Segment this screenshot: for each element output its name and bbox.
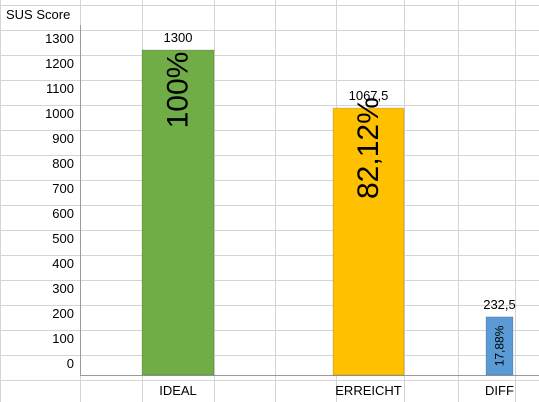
bar-erreicht <box>332 107 405 376</box>
y-tick-label: 100 <box>52 331 74 346</box>
y-tick-label: 1100 <box>46 81 74 96</box>
bar-ideal <box>141 49 215 376</box>
bar-value-label: 1067,5 <box>349 88 389 103</box>
y-tick-label: 1000 <box>45 106 74 121</box>
y-tick-label: 0 <box>67 356 74 371</box>
bar-value-label: 232,5 <box>483 297 516 312</box>
bar-value-label: 1300 <box>164 30 193 45</box>
chart-title: SUS Score <box>6 7 70 22</box>
y-tick-label: 1300 <box>45 31 74 46</box>
y-tick-label: 800 <box>52 156 74 171</box>
bar-percent-label: 82,12% <box>352 97 385 199</box>
y-axis-tick-labels: 0 100 200 300 400 500 600 700 800 900 1000 1100 1200… <box>45 31 74 371</box>
y-tick-label: 600 <box>52 206 74 221</box>
y-tick-label: 700 <box>52 181 74 196</box>
bar-percent-label: 100% <box>162 52 195 129</box>
x-category-label: ERREICHT <box>335 383 402 398</box>
y-tick-label: 400 <box>52 256 74 271</box>
x-category-label: DIFF <box>485 383 514 398</box>
y-tick-label: 300 <box>52 281 74 296</box>
bar-diff <box>485 316 514 376</box>
y-tick-label: 900 <box>52 131 74 146</box>
y-tick-label: 500 <box>52 231 74 246</box>
bars: 1300 100% 1067,582,12% 232,5 17,88% <box>141 30 516 376</box>
x-category-label: IDEAL <box>159 383 197 398</box>
y-tick-label: 1200 <box>45 56 74 71</box>
x-axis-category-labels: IDEAL ERREICHT DIFF <box>159 383 514 398</box>
bar-percent-label: 17,88% <box>493 325 507 366</box>
y-tick-label: 200 <box>52 306 74 321</box>
